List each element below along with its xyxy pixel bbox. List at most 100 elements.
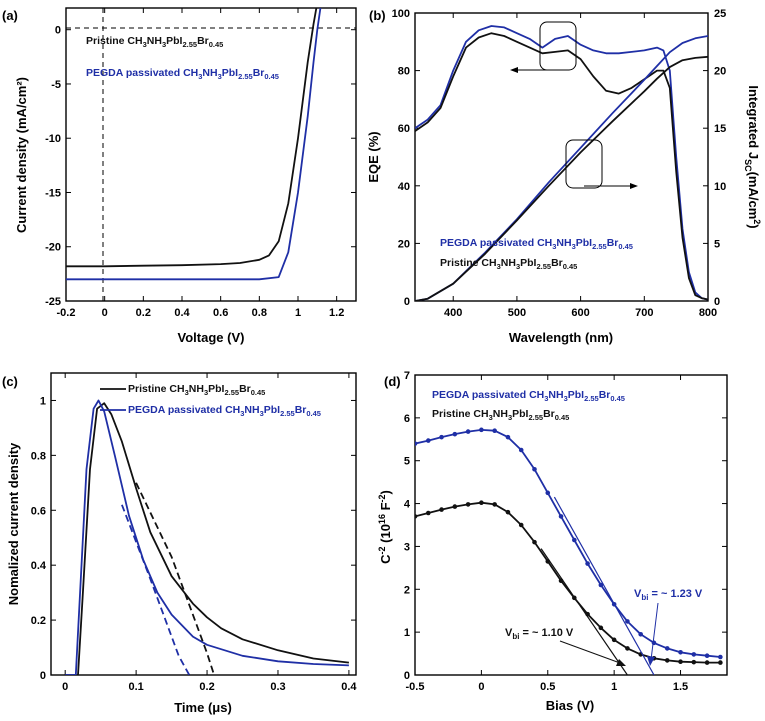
panel-a-tick-labels: -0.2 0 0.2 0.4 0.6 0.8 1 1.2 0 -5 -10 -15 -20 -25: [45, 25, 344, 319]
panel-d-vbi-pegda-annotation: Vbi = ~ 1.23 V: [634, 588, 703, 602]
panel-c-plot-frame: [50, 372, 357, 676]
panel-b-jsc-marker-box: [565, 139, 603, 189]
y-tick-label: 0.8: [31, 450, 46, 462]
c-series-pegda-passivated-ch3nh3pbi2-55br0-45: [65, 399, 349, 675]
y-tick-label: 1: [404, 627, 410, 639]
x-tick-label: -0.5: [406, 681, 425, 693]
y-tick-label: -15: [45, 187, 61, 199]
d-point-pegda-passivated-ch3nh3pbi2-55br0-45: [452, 431, 458, 437]
y-tick-label: -25: [45, 296, 61, 308]
y-tick-label: 80: [398, 66, 410, 78]
d-point-pristine-ch3nh3pbi2-55br0-45: [452, 504, 458, 509]
x-tick-label: 0.8: [252, 307, 267, 319]
d-point-pegda-passivated-ch3nh3pbi2-55br0-45: [664, 646, 670, 651]
y-tick-label: 0.2: [31, 615, 46, 627]
panel-b-eqe-arrowhead: [510, 67, 518, 73]
d-point-pegda-passivated-ch3nh3pbi2-55br0-45: [532, 466, 537, 472]
b-series-pegda-passivated-ch3nh3pbi2-55br0-45: [415, 25, 708, 301]
d-point-pristine-ch3nh3pbi2-55br0-45: [718, 660, 723, 665]
x-tick-label: 0.1: [128, 681, 143, 693]
c-series-pristine-ch3nh3pbi2-55br0-45: [65, 402, 350, 675]
x-tick-label: 0.2: [199, 681, 214, 693]
y-tick-label: 0: [55, 25, 61, 37]
panel-d-y-axis-label: C-2 (1016 F-2): [377, 490, 393, 564]
d-point-pegda-passivated-ch3nh3pbi2-55br0-45: [425, 438, 431, 443]
panel-a-ticks: [65, 8, 356, 302]
d-point-pristine-ch3nh3pbi2-55br0-45: [505, 509, 511, 515]
panel-c-tick-labels: 0 0.1 0.2 0.3 0.4 0 0.2 0.4 0.6 0.8 1: [31, 395, 358, 693]
c-series-pegda-fit: [121, 504, 191, 675]
panel-b-legend-pegda: PEGDA passivated CH3NH3PbI2.55Br0.45: [440, 237, 633, 251]
d-point-pristine-ch3nh3pbi2-55br0-45: [532, 539, 537, 545]
x-tick-label: 0.2: [136, 307, 151, 319]
y-tick-label: 20: [398, 238, 410, 250]
d-point-pristine-ch3nh3pbi2-55br0-45: [625, 646, 630, 651]
panel-c-label: (c): [2, 374, 18, 389]
panel-a-legend-pristine: Pristine CH3NH3PbI2.55Br0.45: [86, 35, 223, 49]
panel-c-y-axis-label: Nomalized current density: [6, 442, 21, 605]
panel-b-plot-frame: [414, 12, 709, 302]
panel-b-y2-axis-label: Integrated JSC(mA/cm2): [743, 85, 762, 228]
panel-a: (a) -0.2 0 0.2 0.4 0.6 0.8 1 1.2 0 -5 -10 -15 -20 -25…: [2, 7, 357, 345]
d-point-pristine-ch3nh3pbi2-55br0-45: [598, 625, 604, 631]
panel-a-y-axis-label: Current density (mA/cm²): [14, 77, 29, 233]
x-tick-label: 0.5: [540, 681, 555, 693]
panel-d-vbi-pegda-arrowhead: [647, 656, 655, 666]
d-series-pegda-linear-fit: [553, 496, 655, 675]
panel-d-vbi-pristine-arrowhead: [616, 659, 626, 666]
x-tick-label: 0.6: [213, 307, 228, 319]
panel-a-legend-pegda: PEGDA passivated CH3NH3PbI2.55Br0.45: [86, 67, 279, 81]
y-tick-label: 0: [40, 670, 46, 682]
x-tick-label: 1.2: [329, 307, 344, 319]
d-point-pristine-ch3nh3pbi2-55br0-45: [518, 522, 524, 528]
x-tick-label: 1.5: [673, 681, 688, 693]
a-series-pristine-ch3nh3pbi2-55br0-45: [66, 8, 318, 268]
panel-d-plot-frame: [414, 374, 728, 676]
y-tick-label: 5: [404, 456, 410, 468]
y-tick-label: 7: [404, 370, 410, 382]
d-point-pegda-passivated-ch3nh3pbi2-55br0-45: [545, 490, 551, 496]
x-tick-label: 0.3: [270, 681, 285, 693]
d-point-pristine-ch3nh3pbi2-55br0-45: [678, 659, 683, 665]
panel-c-x-axis-label: Time (μs): [174, 700, 232, 715]
d-point-pegda-passivated-ch3nh3pbi2-55br0-45: [492, 428, 497, 434]
x-tick-label: 400: [444, 307, 462, 319]
panel-c: (c) 0 0.1 0.2 0.3 0.4 0 0.2 0.4 0.6 0.8 1 Pristine…: [2, 372, 358, 715]
x-tick-label: 0: [102, 307, 108, 319]
d-point-pegda-passivated-ch3nh3pbi2-55br0-45: [585, 561, 590, 566]
panel-d-vbi-pristine-arrow: [559, 640, 621, 664]
panel-c-legend-pegda: PEGDA passivated CH3NH3PbI2.55Br0.45: [128, 404, 321, 418]
d-point-pristine-ch3nh3pbi2-55br0-45: [611, 637, 617, 643]
panel-a-plot-frame: [65, 7, 357, 302]
b-series-pristine-ch3nh3pbi2-55br0-45-integrated-jsc: [415, 55, 708, 301]
panel-b: (b) 400 500 600 700 800020406080100051015202…: [366, 8, 762, 345]
panel-c-series: [65, 399, 350, 675]
y-tick-label: -20: [45, 242, 61, 254]
d-point-pristine-ch3nh3pbi2-55br0-45: [439, 507, 444, 512]
panel-b-series: [415, 25, 708, 301]
panel-d-ticks: [414, 374, 727, 676]
panel-c-ticks: [51, 373, 356, 676]
x-tick-label: 1: [611, 681, 617, 693]
y-tick-label: 100: [392, 8, 410, 20]
panel-d-legend-pegda: PEGDA passivated CH3NH3PbI2.55Br0.45: [432, 389, 625, 403]
panel-d-vbi-pristine-annotation: Vbi = ~ 1.10 V: [505, 627, 574, 641]
d-point-pegda-passivated-ch3nh3pbi2-55br0-45: [439, 434, 444, 440]
d-point-pegda-passivated-ch3nh3pbi2-55br0-45: [598, 582, 604, 588]
panel-a-label: (a): [2, 8, 18, 23]
y-tick-label: 40: [398, 181, 410, 193]
panel-c-legend-pristine: Pristine CH3NH3PbI2.55Br0.45: [128, 383, 265, 397]
d-point-pegda-passivated-ch3nh3pbi2-55br0-45: [558, 514, 564, 519]
panel-d-legend-pristine: Pristine CH3NH3PbI2.55Br0.45: [432, 408, 569, 422]
d-point-pegda-passivated-ch3nh3pbi2-55br0-45: [691, 652, 697, 657]
x-tick-label: 1: [295, 307, 301, 319]
y-tick-label: 0: [404, 670, 410, 682]
x-tick-label: 0.4: [341, 681, 357, 693]
a-series-pegda-passivated-ch3nh3pbi2-55br0-45: [66, 8, 322, 281]
d-point-pegda-passivated-ch3nh3pbi2-55br0-45: [479, 427, 484, 433]
x-tick-label: 0.4: [174, 307, 190, 319]
d-series-pegda-passivated-ch3nh3pbi2-55br0-45: [415, 429, 721, 658]
